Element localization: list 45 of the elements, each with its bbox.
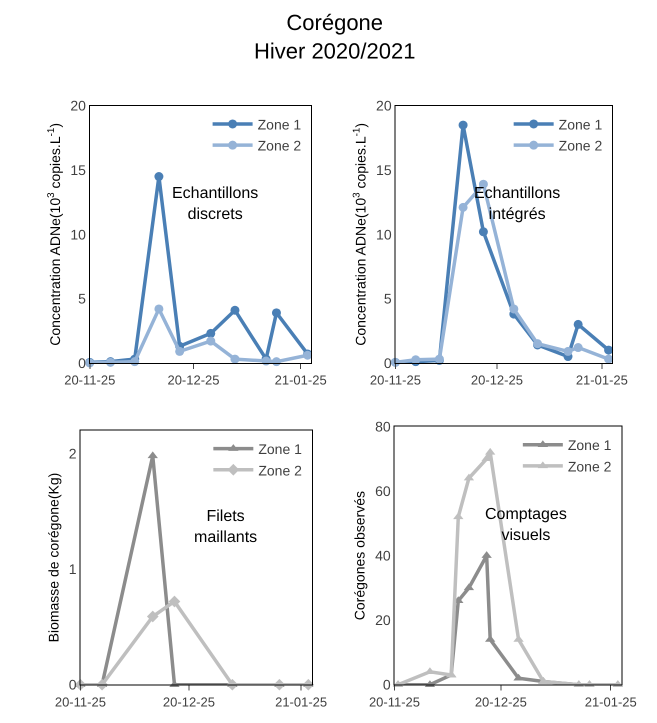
y-tick-label: 0 [384,354,392,371]
x-tick-label: 20-11-25 [370,372,421,388]
y-tick-label: 2 [68,445,77,462]
x-tick-label: 21-01-25 [274,372,327,388]
y-tick-label: 0 [68,676,77,693]
y-tick-label: 40 [375,548,391,564]
legend-label: Zone 2 [258,138,302,154]
y-tick-label: 10 [376,226,392,242]
y-axis-title: Biomasse de corégone(Kg) [45,472,62,642]
legend-label: Zone 1 [568,437,612,454]
x-tick-label: 20-12-25 [167,372,220,388]
y-tick-label: 5 [78,290,86,307]
annotation: Filets maillants [194,508,258,546]
x-tick-label: 21-01-25 [576,372,628,388]
y-tick-label: 15 [70,162,86,178]
x-tick-label: 20-12-25 [470,372,523,388]
y-tick-label: 80 [375,418,391,434]
y-tick-label: 20 [376,98,392,114]
annotation: Comptages visuels [485,506,567,544]
legend-label: Zone 1 [258,441,302,458]
legend-label: Zone 1 [558,116,602,132]
y-tick-label: 0 [382,676,391,693]
y-axis-title: Corégones observés [352,491,368,620]
x-tick-label: 20-11-25 [54,694,106,710]
y-tick-label: 15 [376,162,392,178]
x-tick-label: 20-12-25 [474,694,527,710]
y-tick-label: 20 [375,612,391,628]
x-tick-label: 20-11-25 [64,372,116,388]
legend-label: Zone 2 [558,138,602,154]
x-tick-label: 21-01-25 [275,694,328,710]
x-tick-label: 21-01-25 [584,694,637,710]
legend-label: Zone 2 [568,458,612,474]
y-tick-label: 10 [70,226,86,242]
y-tick-label: 1 [68,561,77,578]
y-tick-label: 20 [70,98,86,114]
annotation: Echantillons intégrés [474,185,560,223]
chart-title: Corégone Hiver 2020/2021 [254,10,416,64]
y-tick-label: 60 [375,482,391,499]
annotation: Echantillons discrets [172,185,258,223]
x-tick-label: 20-12-25 [162,694,215,710]
y-tick-label: 0 [78,354,86,371]
legend-label: Zone 2 [258,462,302,478]
legend-label: Zone 1 [258,116,302,132]
y-tick-label: 5 [384,290,392,307]
x-tick-label: 20-11-25 [368,694,420,710]
